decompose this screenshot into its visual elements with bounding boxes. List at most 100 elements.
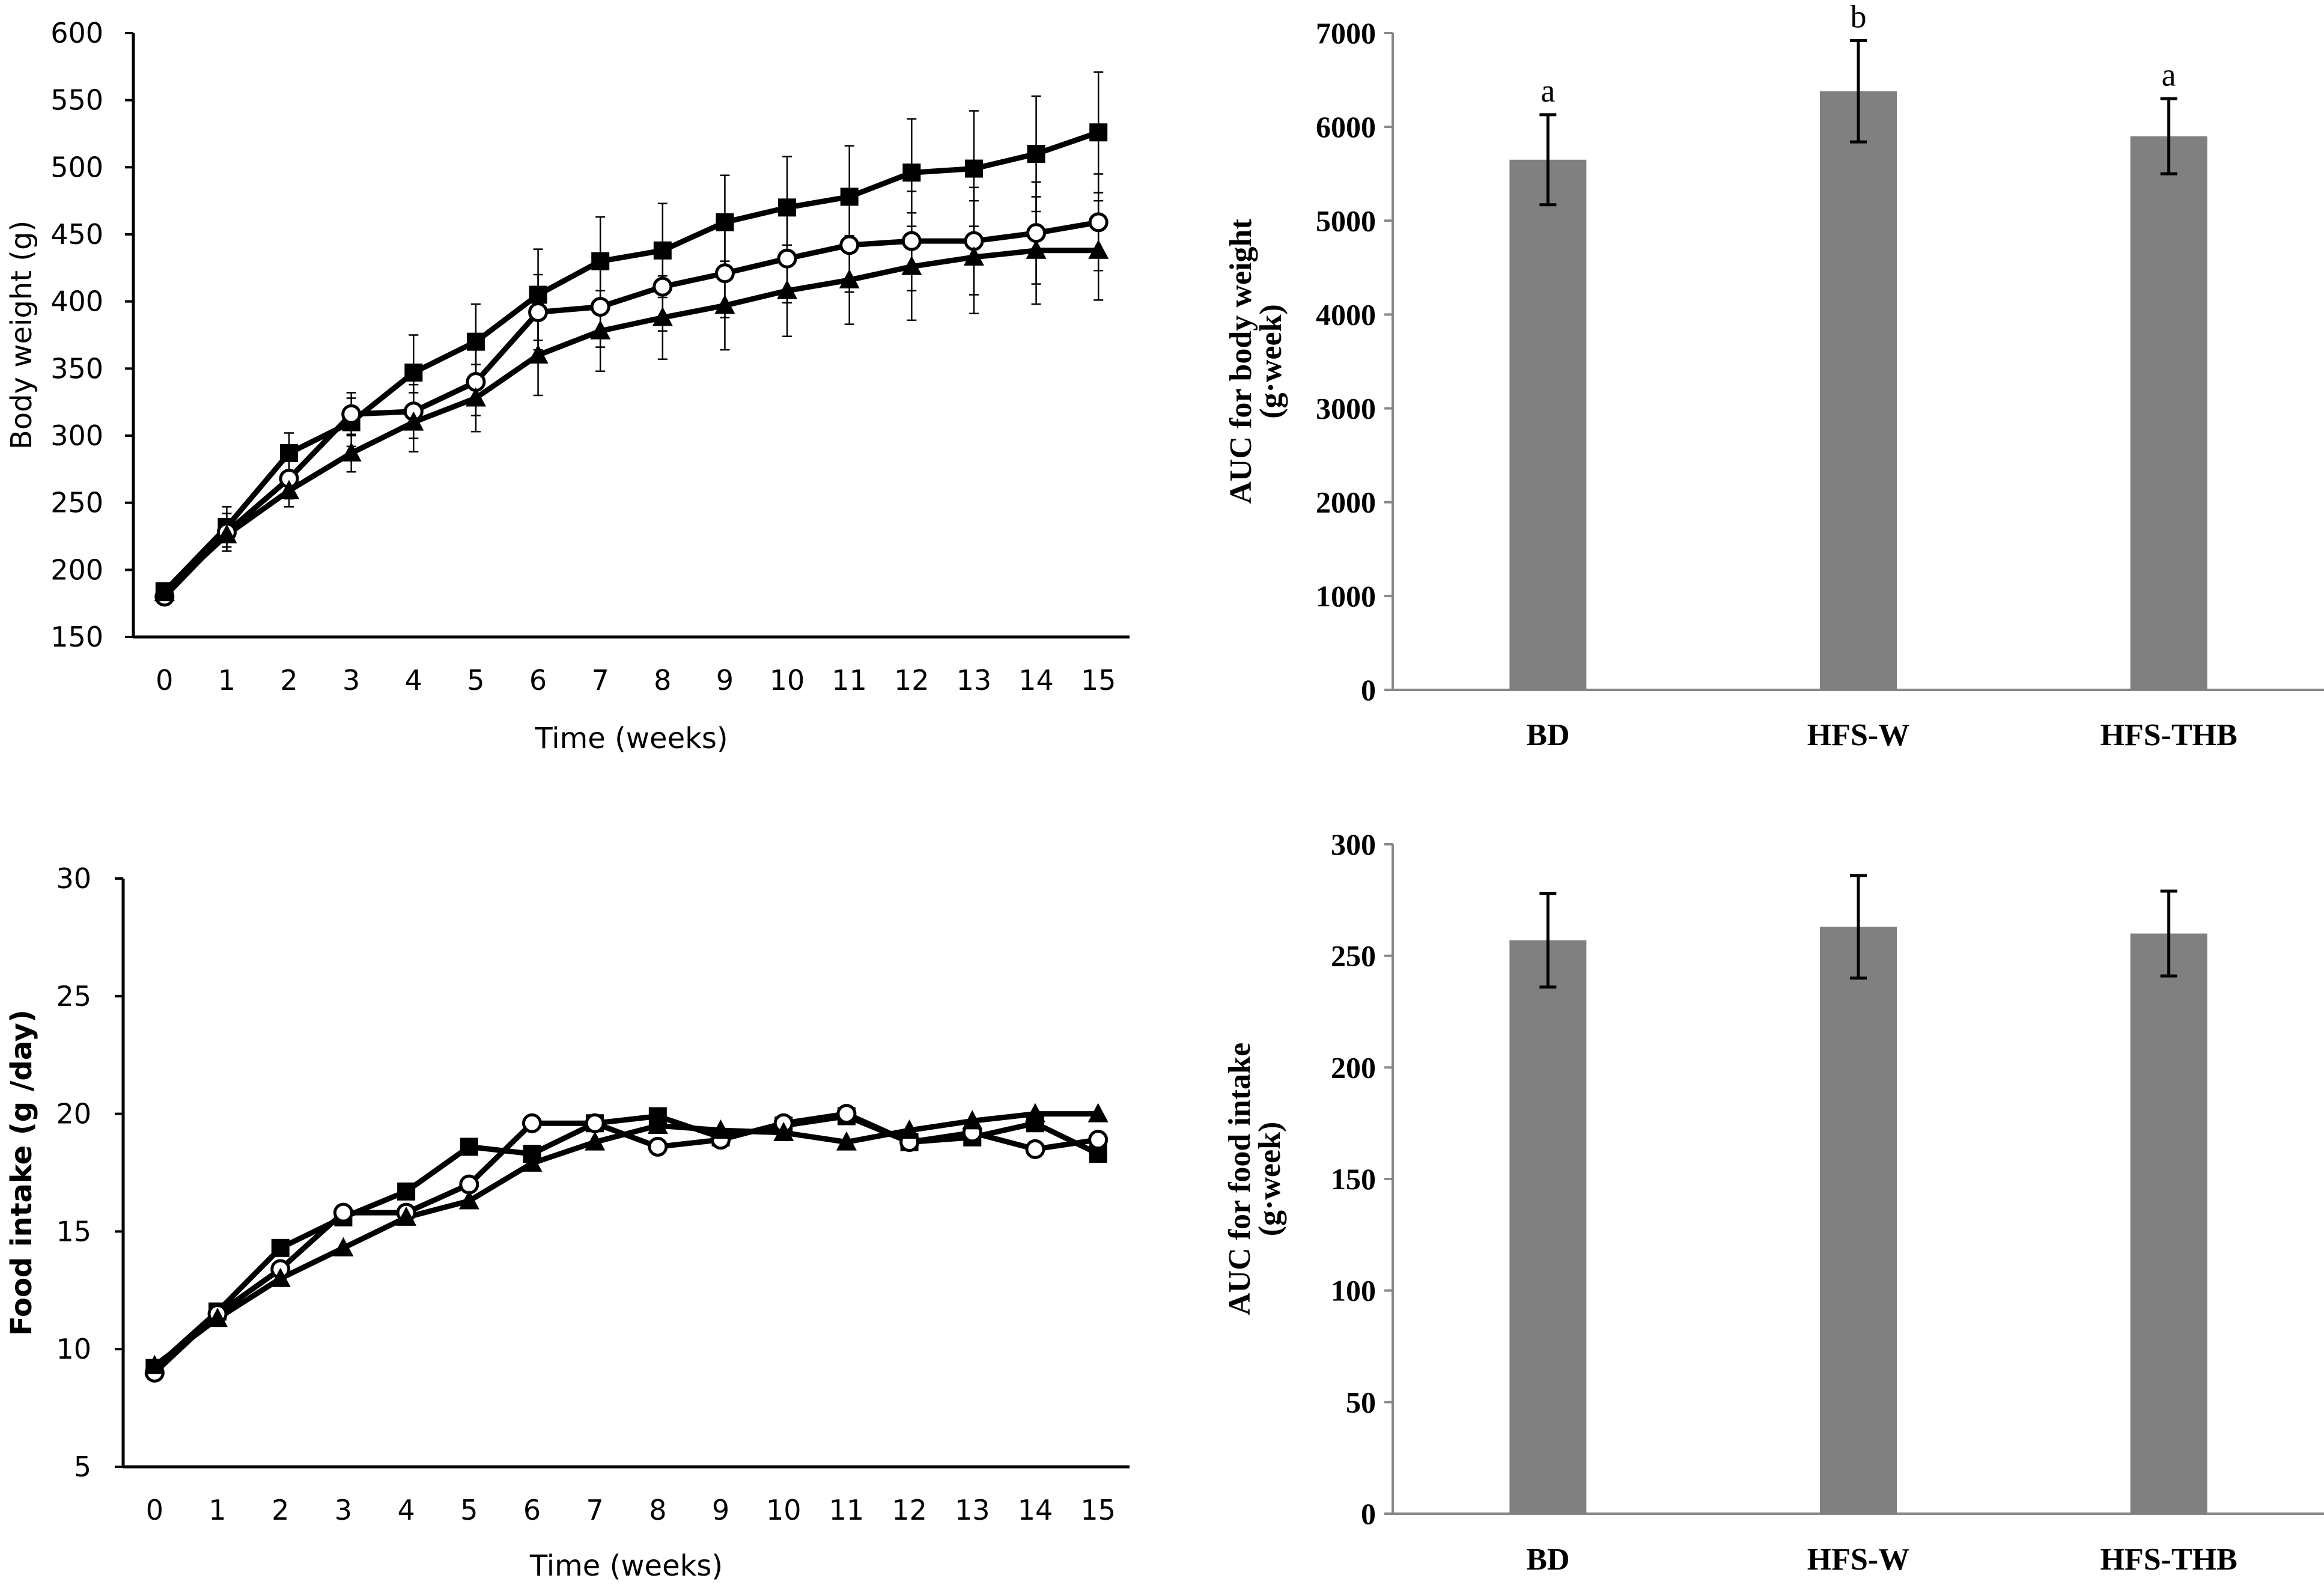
x-tick-label: 9 (712, 1494, 729, 1526)
y-tick-label: 7000 (1316, 16, 1376, 50)
y-tick-label: 6000 (1316, 110, 1376, 144)
y-tick-label: 0 (1361, 1497, 1376, 1531)
data-point-square (778, 198, 797, 217)
data-point-circle (714, 263, 735, 284)
x-tick-label: 15 (1081, 664, 1116, 696)
x-tick-label: 3 (342, 664, 360, 696)
data-point-triangle (528, 344, 549, 364)
series-line-triangle (162, 248, 1099, 595)
auc-food-intake-chart: 0 50 100 150 200 250 300 BD HFS-W HFS-THB AUC for … (1223, 827, 2324, 1577)
bar-HFS-W (1820, 91, 1897, 690)
x-tick-label: 4 (397, 1494, 415, 1526)
category-label: HFS-W (1807, 1543, 1909, 1577)
data-point-circle (836, 1104, 857, 1124)
data-point-triangle (1024, 1103, 1045, 1122)
y-tick-label: 400 (50, 285, 103, 318)
x-tick-label: 9 (716, 664, 734, 696)
data-point-circle (901, 231, 922, 251)
y-tick-label: 30 (56, 862, 91, 895)
x-tick-label: 6 (529, 664, 547, 696)
x-tick-label: 15 (1080, 1494, 1116, 1526)
data-point-square (397, 1182, 416, 1201)
data-point-circle (528, 302, 549, 323)
data-point-triangle (333, 1237, 354, 1256)
data-point-triangle (836, 1131, 857, 1151)
y-axis-label: AUC for body weight (1224, 219, 1258, 504)
y-tick-label: 250 (50, 487, 103, 519)
data-point-square (460, 1138, 478, 1156)
x-tick-label: 8 (654, 664, 671, 696)
data-point-circle (1088, 1130, 1109, 1150)
data-point-triangle (1088, 239, 1109, 259)
data-point-triangle (899, 1119, 920, 1139)
x-tick-label: 2 (280, 664, 297, 696)
x-tick-label: 11 (829, 1494, 865, 1526)
y-tick-label: 5000 (1316, 204, 1376, 237)
y-tick-label: 3000 (1316, 392, 1376, 425)
y-tick-label: 50 (1346, 1385, 1376, 1419)
data-point-square (902, 163, 921, 182)
data-point-circle (522, 1113, 542, 1133)
series-line-square (162, 130, 1100, 594)
y-tick-label: 150 (50, 621, 103, 653)
y-tick-label: 300 (50, 419, 103, 452)
x-axis-label: Time (weeks) (534, 722, 728, 755)
y-tick-label: 25 (56, 980, 91, 1013)
x-tick-label: 5 (460, 1494, 478, 1526)
data-point-square (529, 285, 547, 304)
x-tick-label: 12 (892, 1494, 927, 1526)
y-tick-label: 300 (1331, 827, 1376, 861)
data-point-triangle (396, 1206, 417, 1226)
x-tick-label: 13 (955, 1494, 990, 1526)
y-tick-label: 20 (56, 1098, 91, 1130)
data-point-triangle (154, 582, 175, 602)
data-point-triangle (962, 1110, 983, 1130)
x-tick-label: 1 (218, 664, 236, 696)
series-line-square (153, 1113, 1100, 1370)
y-tick-label: 10 (56, 1333, 91, 1365)
bar-HFS-THB (2130, 933, 2207, 1514)
x-tick-label: 0 (156, 664, 173, 696)
data-point-triangle (647, 1115, 668, 1135)
data-point-triangle (216, 524, 237, 544)
auc-body-weight-chart: 0 1000 2000 3000 4000 5000 6000 7000 BD a HFS-W b HF… (1224, 0, 2324, 752)
data-point-circle (585, 1113, 605, 1133)
data-point-square (716, 213, 734, 231)
data-point-circle (777, 248, 797, 269)
significance-letter: a (2162, 56, 2176, 93)
y-tick-label: 100 (1331, 1274, 1376, 1308)
bar-BD (1509, 940, 1587, 1514)
category-label: BD (1526, 718, 1569, 752)
y-tick-label: 450 (50, 218, 103, 251)
data-point-square (271, 1238, 290, 1257)
data-point-circle (1025, 1139, 1045, 1159)
bar-HFS-W (1820, 927, 1897, 1514)
x-tick-label: 6 (523, 1494, 541, 1526)
data-point-triangle (652, 306, 673, 326)
y-tick-label: 2000 (1316, 486, 1376, 519)
y-axis-label: Body weight (g) (5, 221, 38, 449)
data-point-triangle (839, 269, 860, 288)
data-point-square (1027, 145, 1045, 163)
data-point-triangle (341, 442, 362, 462)
data-point-triangle (279, 480, 300, 499)
series-line-triangle (153, 1111, 1098, 1368)
x-tick-label: 14 (1018, 664, 1054, 696)
significance-letter: a (1541, 73, 1555, 109)
y-tick-label: 4000 (1316, 297, 1376, 331)
data-point-triangle (144, 1354, 165, 1374)
data-point-triangle (403, 411, 424, 431)
x-tick-label: 3 (335, 1494, 352, 1526)
y-tick-label: 1000 (1316, 579, 1376, 613)
y-tick-label: 15 (56, 1215, 91, 1247)
data-point-square (466, 332, 485, 351)
series-line-circle (162, 219, 1099, 599)
x-tick-label: 11 (832, 664, 867, 696)
data-point-square (1089, 123, 1108, 142)
data-point-triangle (207, 1308, 228, 1327)
data-point-circle (839, 235, 860, 255)
data-point-triangle (901, 255, 922, 275)
data-point-triangle (458, 1190, 479, 1210)
x-tick-label: 12 (894, 664, 929, 696)
